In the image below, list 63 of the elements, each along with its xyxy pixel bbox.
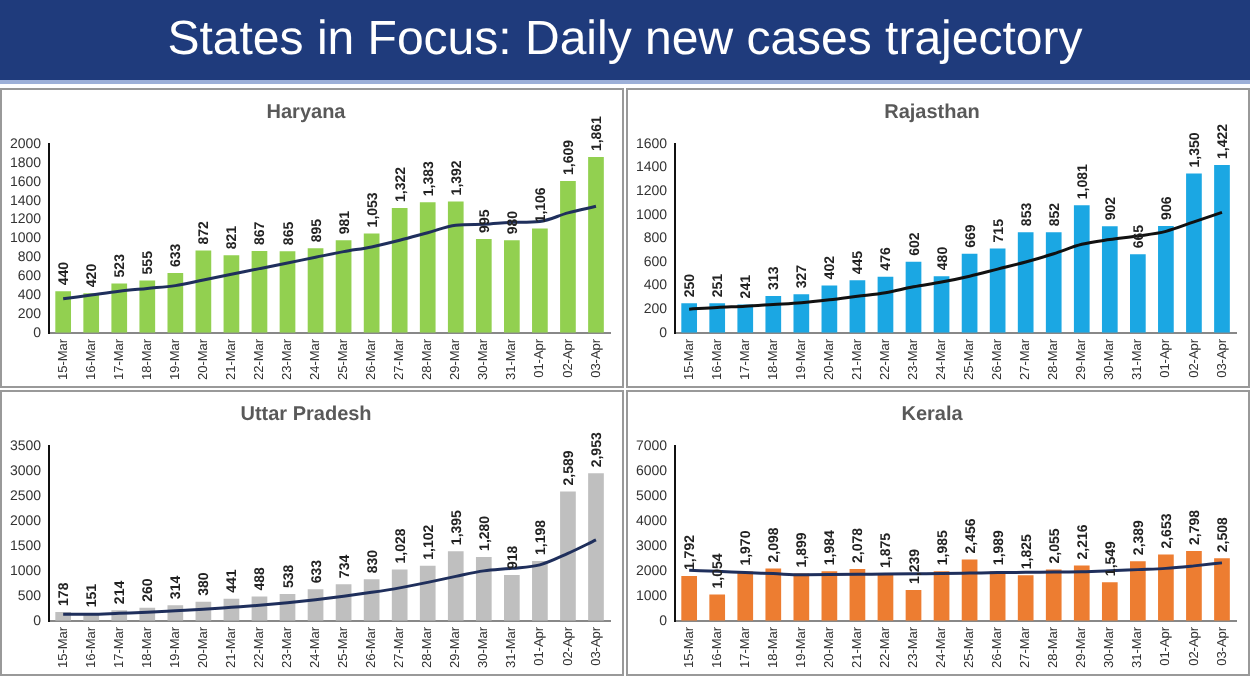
bar — [419, 565, 436, 621]
bar — [560, 180, 576, 333]
bar — [1214, 558, 1230, 621]
bar — [139, 280, 156, 333]
bar — [419, 202, 436, 333]
bar — [1130, 561, 1146, 621]
bar — [961, 253, 978, 333]
bar — [793, 294, 810, 333]
bar — [504, 240, 520, 333]
bar — [391, 208, 408, 333]
bar — [765, 568, 782, 621]
bar — [1130, 254, 1146, 333]
bar — [1073, 565, 1090, 621]
bar — [111, 283, 128, 333]
bar — [1101, 582, 1118, 621]
bar — [793, 573, 810, 621]
bar — [475, 238, 492, 333]
chart-title: Rajasthan — [884, 101, 980, 124]
bar — [167, 273, 184, 333]
chart-title: Haryana — [266, 101, 347, 124]
bar — [363, 233, 380, 333]
bar — [765, 295, 782, 333]
bar — [961, 559, 978, 621]
bar — [877, 574, 894, 621]
bar — [447, 551, 464, 621]
bar — [475, 556, 492, 621]
bar — [532, 228, 548, 333]
chart-title: Uttar Pradesh — [240, 403, 372, 426]
bar — [905, 589, 922, 621]
bar — [1045, 569, 1062, 621]
bar — [1073, 205, 1090, 333]
bar — [560, 491, 576, 621]
chart-title: Kerala — [901, 403, 964, 426]
bar — [279, 251, 296, 333]
bar — [1186, 550, 1202, 621]
bar — [307, 248, 324, 333]
bar — [335, 240, 352, 333]
bar — [251, 250, 268, 333]
bar — [1214, 165, 1230, 333]
bar — [504, 574, 520, 621]
bar — [1101, 226, 1118, 333]
bar — [1158, 225, 1174, 333]
bar — [55, 291, 72, 333]
bar — [1045, 232, 1062, 333]
text: States in Focus: Daily new cases trajectory — [0, 0, 1250, 84]
bar — [1017, 232, 1034, 333]
bar — [737, 571, 754, 621]
bar — [83, 293, 100, 333]
bar — [223, 255, 240, 333]
bar — [447, 201, 464, 333]
bar — [391, 569, 408, 621]
bar — [681, 576, 698, 621]
bar — [588, 473, 604, 621]
bar — [709, 594, 726, 621]
bar — [588, 157, 604, 333]
bar — [989, 248, 1006, 333]
bar — [532, 560, 548, 621]
bar — [1158, 554, 1174, 621]
bar — [681, 303, 698, 333]
bar — [1186, 173, 1202, 333]
bar — [905, 261, 922, 333]
bar — [1017, 575, 1034, 621]
bar — [195, 250, 212, 333]
